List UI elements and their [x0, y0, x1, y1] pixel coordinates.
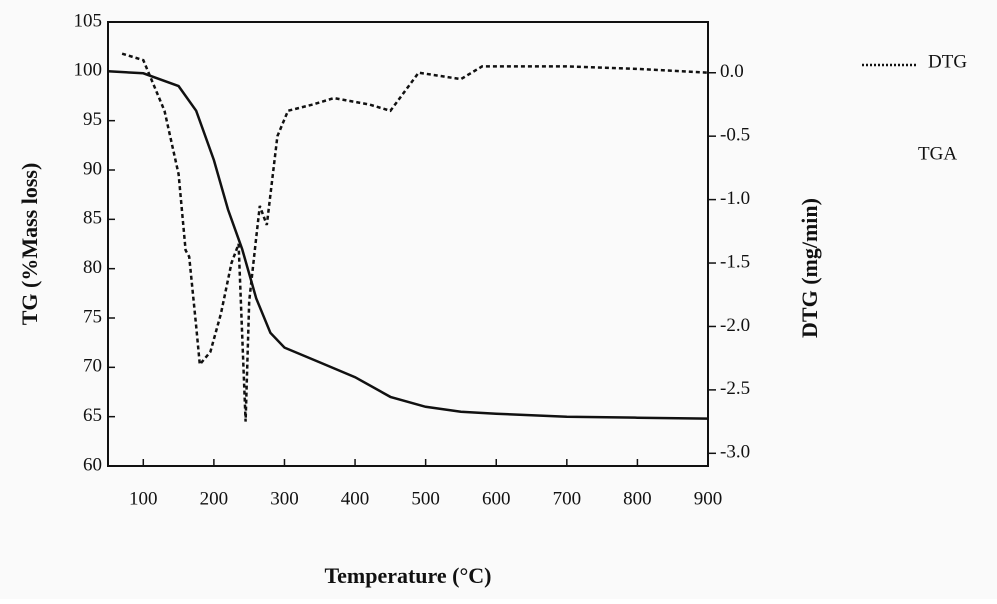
y2-tick-label: -0.5	[720, 125, 750, 146]
x-tick-label: 800	[623, 488, 652, 509]
y-tick-label: 70	[83, 356, 102, 377]
y-tick-label: 85	[83, 208, 102, 229]
x-tick-label: 300	[270, 488, 299, 509]
x-tick-label: 600	[482, 488, 511, 509]
y-axis-label: TG (%Mass loss)	[17, 163, 42, 326]
x-tick-label: 500	[411, 488, 440, 509]
x-tick-label: 200	[200, 488, 229, 509]
y2-tick-label: -1.0	[720, 188, 750, 209]
y-tick-label: 80	[83, 257, 102, 278]
y-tick-label: 95	[83, 109, 102, 130]
y2-tick-label: -2.0	[720, 315, 750, 336]
y-tick-label: 90	[83, 158, 102, 179]
data-line	[121, 52, 709, 422]
y-tick-label: 105	[74, 10, 103, 31]
x-tick-label: 900	[694, 488, 723, 509]
y2-tick-label: -3.0	[720, 442, 750, 463]
y2-tick-label: 0.0	[720, 61, 744, 82]
y2-tick-label: -1.5	[720, 251, 750, 272]
x-tick-label: 400	[341, 488, 370, 509]
y-tick-label: 75	[83, 306, 102, 327]
x-tick-label: 100	[129, 488, 158, 509]
y-tick-label: 65	[83, 405, 102, 426]
data-line	[107, 70, 709, 420]
y2-axis-label: DTG (mg/min)	[797, 198, 822, 338]
x-axis-label: Temperature (°C)	[324, 563, 491, 588]
y2-tick-label: -2.5	[720, 378, 750, 399]
legend-label: DTG	[928, 51, 967, 72]
y-tick-label: 60	[83, 454, 102, 475]
x-tick-label: 700	[553, 488, 582, 509]
legend-label: TGA	[918, 143, 957, 164]
y-tick-label: 100	[74, 60, 103, 81]
plot-frame	[107, 21, 709, 467]
